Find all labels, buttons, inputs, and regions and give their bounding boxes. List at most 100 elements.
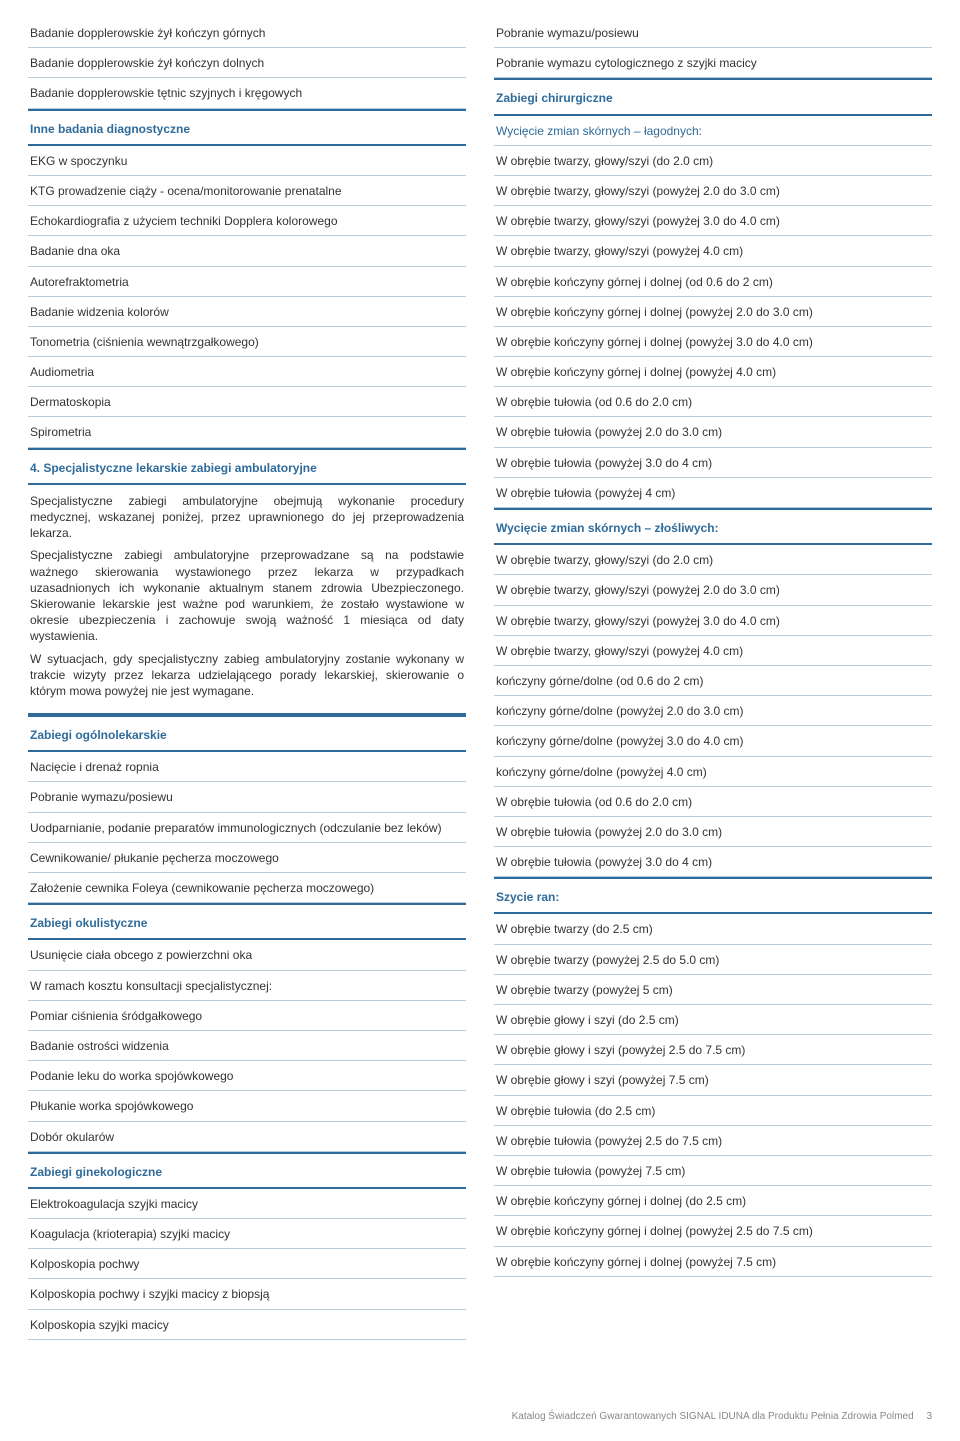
list-row: W obrębie tułowia (powyżej 3.0 do 4 cm) — [494, 448, 932, 478]
list-row: Tonometria (ciśnienia wewnątrzgałkowego) — [28, 327, 466, 357]
row-text: Wycięcie zmian skórnych – złośliwych: — [496, 521, 719, 535]
row-text: kończyny górne/dolne (od 0.6 do 2 cm) — [496, 674, 703, 688]
row-text: Cewnikowanie/ płukanie pęcherza moczoweg… — [30, 851, 279, 865]
list-row: W ramach kosztu konsultacji specjalistyc… — [28, 971, 466, 1001]
list-row: Podanie leku do worka spojówkowego — [28, 1061, 466, 1091]
row-text: W obrębie kończyny górnej i dolnej (powy… — [496, 1255, 776, 1269]
row-text: W obrębie twarzy (do 2.5 cm) — [496, 922, 653, 936]
row-text: Usunięcie ciała obcego z powierzchni oka — [30, 948, 252, 962]
row-text: KTG prowadzenie ciąży - ocena/monitorowa… — [30, 184, 342, 198]
row-text: Badanie dna oka — [30, 244, 120, 258]
row-text: W ramach kosztu konsultacji specjalistyc… — [30, 979, 272, 993]
list-row: Kolposkopia szyjki macicy — [28, 1310, 466, 1340]
row-text: W obrębie tułowia (powyżej 3.0 do 4 cm) — [496, 456, 712, 470]
section-heading: Zabiegi chirurgiczne — [494, 78, 932, 115]
list-row: Badanie widzenia kolorów — [28, 297, 466, 327]
row-text: Kolposkopia pochwy — [30, 1257, 139, 1271]
row-text: W obrębie twarzy (powyżej 2.5 do 5.0 cm) — [496, 953, 719, 967]
row-text: Dermatoskopia — [30, 395, 111, 409]
list-row: kończyny górne/dolne (powyżej 2.0 do 3.0… — [494, 696, 932, 726]
list-row: W obrębie tułowia (powyżej 7.5 cm) — [494, 1156, 932, 1186]
row-text: Koagulacja (krioterapia) szyjki macicy — [30, 1227, 230, 1241]
list-row: Kolposkopia pochwy — [28, 1249, 466, 1279]
section-heading: Zabiegi okulistyczne — [28, 903, 466, 940]
row-text: W obrębie kończyny górnej i dolnej (powy… — [496, 305, 813, 319]
list-row: Pobranie wymazu/posiewu — [28, 782, 466, 812]
row-text: Szycie ran: — [496, 890, 559, 904]
list-row: Kolposkopia pochwy i szyjki macicy z bio… — [28, 1279, 466, 1309]
list-row: W obrębie tułowia (do 2.5 cm) — [494, 1096, 932, 1126]
row-text: W obrębie głowy i szyi (powyżej 2.5 do 7… — [496, 1043, 745, 1057]
row-text: EKG w spoczynku — [30, 154, 127, 168]
list-row: W obrębie kończyny górnej i dolnej (powy… — [494, 357, 932, 387]
row-text: W obrębie twarzy, głowy/szyi (do 2.0 cm) — [496, 154, 713, 168]
list-row: Usunięcie ciała obcego z powierzchni oka — [28, 940, 466, 970]
row-text: W obrębie tułowia (powyżej 2.0 do 3.0 cm… — [496, 825, 722, 839]
paragraph-block: Specjalistyczne zabiegi ambulatoryjne ob… — [28, 485, 466, 715]
list-row: Badanie dopplerowskie żył kończyn dolnyc… — [28, 48, 466, 78]
footer: Katalog Świadczeń Gwarantowanych SIGNAL … — [0, 1410, 960, 1441]
row-text: W obrębie twarzy, głowy/szyi (powyżej 3.… — [496, 614, 780, 628]
row-text: Zabiegi okulistyczne — [30, 916, 147, 930]
row-text: Wycięcie zmian skórnych – łagodnych: — [496, 124, 702, 138]
row-text: Zabiegi ogólnolekarskie — [30, 728, 167, 742]
row-text: Elektrokoagulacja szyjki macicy — [30, 1197, 198, 1211]
list-row: W obrębie kończyny górnej i dolnej (powy… — [494, 1247, 932, 1277]
list-row: kończyny górne/dolne (od 0.6 do 2 cm) — [494, 666, 932, 696]
row-text: kończyny górne/dolne (powyżej 2.0 do 3.0… — [496, 704, 743, 718]
row-text: W obrębie twarzy, głowy/szyi (powyżej 4.… — [496, 644, 743, 658]
list-row: W obrębie głowy i szyi (powyżej 7.5 cm) — [494, 1065, 932, 1095]
row-text: Dobór okularów — [30, 1130, 114, 1144]
row-text: Autorefraktometria — [30, 275, 129, 289]
section-heading: Zabiegi ogólnolekarskie — [28, 715, 466, 752]
left-column: Badanie dopplerowskie żył kończyn górnyc… — [28, 18, 466, 1340]
row-text: W obrębie tułowia (powyżej 2.0 do 3.0 cm… — [496, 425, 722, 439]
list-row: Dobór okularów — [28, 1122, 466, 1152]
row-text: W obrębie twarzy, głowy/szyi (powyżej 4.… — [496, 244, 743, 258]
row-text: Badanie ostrości widzenia — [30, 1039, 169, 1053]
list-row: Autorefraktometria — [28, 267, 466, 297]
row-text: W obrębie tułowia (do 2.5 cm) — [496, 1104, 655, 1118]
page: Badanie dopplerowskie żył kończyn górnyc… — [0, 0, 960, 1410]
footer-text: Katalog Świadczeń Gwarantowanych SIGNAL … — [512, 1411, 914, 1422]
row-text: Kolposkopia pochwy i szyjki macicy z bio… — [30, 1287, 269, 1301]
list-row: Koagulacja (krioterapia) szyjki macicy — [28, 1219, 466, 1249]
row-text: kończyny górne/dolne (powyżej 3.0 do 4.0… — [496, 734, 743, 748]
list-row: KTG prowadzenie ciąży - ocena/monitorowa… — [28, 176, 466, 206]
row-text: Audiometria — [30, 365, 94, 379]
row-text: Uodparnianie, podanie preparatów immunol… — [30, 821, 442, 835]
row-text: Tonometria (ciśnienia wewnątrzgałkowego) — [30, 335, 259, 349]
row-text: W obrębie twarzy, głowy/szyi (powyżej 2.… — [496, 583, 780, 597]
row-text: W obrębie kończyny górnej i dolnej (od 0… — [496, 275, 773, 289]
row-text: Nacięcie i drenaż ropnia — [30, 760, 159, 774]
list-row: W obrębie twarzy, głowy/szyi (powyżej 3.… — [494, 606, 932, 636]
row-text: W obrębie twarzy, głowy/szyi (powyżej 3.… — [496, 214, 780, 228]
row-text: W obrębie tułowia (od 0.6 do 2.0 cm) — [496, 795, 692, 809]
row-text: Badanie dopplerowskie żył kończyn dolnyc… — [30, 56, 264, 70]
row-text: Badanie dopplerowskie tętnic szyjnych i … — [30, 86, 302, 100]
list-row: W obrębie twarzy, głowy/szyi (powyżej 4.… — [494, 236, 932, 266]
paragraph: W sytuacjach, gdy specjalistyczny zabieg… — [30, 651, 464, 700]
list-row: Pobranie wymazu cytologicznego z szyjki … — [494, 48, 932, 78]
page-number: 3 — [926, 1411, 932, 1422]
section-heading: Wycięcie zmian skórnych – złośliwych: — [494, 508, 932, 545]
list-row: kończyny górne/dolne (powyżej 3.0 do 4.0… — [494, 726, 932, 756]
list-row: W obrębie kończyny górnej i dolnej (od 0… — [494, 267, 932, 297]
list-row: EKG w spoczynku — [28, 146, 466, 176]
row-text: W obrębie kończyny górnej i dolnej (powy… — [496, 365, 776, 379]
row-text: Echokardiografia z użyciem techniki Dopp… — [30, 214, 338, 228]
row-text: 4. Specjalistyczne lekarskie zabiegi amb… — [30, 461, 317, 475]
row-text: W obrębie tułowia (powyżej 2.5 do 7.5 cm… — [496, 1134, 722, 1148]
paragraph: Specjalistyczne zabiegi ambulatoryjne pr… — [30, 547, 464, 644]
list-row: W obrębie tułowia (powyżej 2.0 do 3.0 cm… — [494, 817, 932, 847]
paragraph: Specjalistyczne zabiegi ambulatoryjne ob… — [30, 493, 464, 542]
list-row: W obrębie kończyny górnej i dolnej (powy… — [494, 1216, 932, 1246]
row-text: W obrębie kończyny górnej i dolnej (do 2… — [496, 1194, 746, 1208]
row-text: W obrębie kończyny górnej i dolnej (powy… — [496, 1224, 813, 1238]
list-row: W obrębie twarzy, głowy/szyi (powyżej 4.… — [494, 636, 932, 666]
row-text: Płukanie worka spojówkowego — [30, 1099, 193, 1113]
list-row: Badanie dna oka — [28, 236, 466, 266]
list-row: Pomiar ciśnienia śródgałkowego — [28, 1001, 466, 1031]
list-row: W obrębie tułowia (powyżej 3.0 do 4 cm) — [494, 847, 932, 877]
row-text: Badanie widzenia kolorów — [30, 305, 169, 319]
